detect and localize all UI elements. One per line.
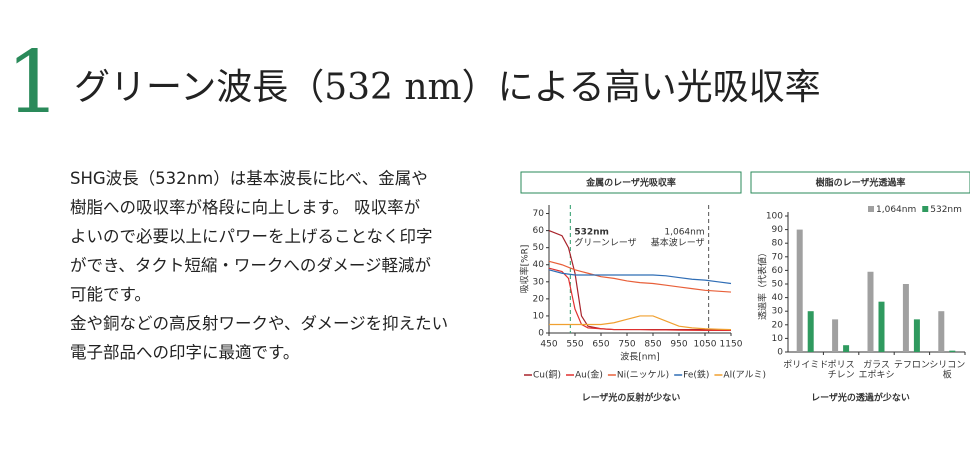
marker-label: 1,064nm	[664, 228, 704, 238]
x-tick-label: シリコン	[929, 361, 965, 371]
y-tick-label: 100	[766, 212, 783, 222]
body-line: 樹脂への吸収率が格段に向上します。 吸収率が	[70, 198, 421, 217]
legend-label: Al(アルミ)	[723, 371, 766, 381]
y-tick-label: 80	[772, 239, 784, 249]
series-line	[548, 269, 732, 285]
bar	[832, 319, 839, 352]
bar	[807, 311, 814, 352]
x-tick-label: 750	[618, 340, 635, 350]
body-line: よいので必要以上にパワーを上げることなく印字	[70, 227, 433, 246]
x-axis-label: 波長[nm]	[620, 351, 660, 363]
bar	[878, 301, 885, 352]
y-tick-label: 70	[772, 252, 784, 262]
x-tick-label: 1150	[720, 340, 743, 350]
series-line	[549, 315, 732, 331]
body-text: SHG波長（532nm）は基本波長に比べ、金属や 樹脂への吸収率が格段に向上します…	[70, 164, 448, 367]
y-tick-label: 0	[538, 329, 544, 339]
y-tick-label: 20	[533, 294, 545, 304]
x-tick-label: ポリイミド	[783, 360, 828, 371]
chart-header-box	[750, 171, 970, 194]
y-tick-label: 0	[777, 348, 783, 358]
legend-label: Cu(銅)	[533, 369, 561, 381]
legend-swatch	[868, 206, 874, 212]
x-tick-label: 1050	[694, 340, 717, 350]
chart-caption: レーザ光の透過が少ない	[811, 392, 910, 404]
body-line: 可能です。	[70, 285, 151, 304]
y-tick-label: 60	[772, 266, 784, 276]
x-tick-label: ポリス	[828, 360, 855, 371]
series-line	[548, 267, 731, 332]
x-tick-label: エポキシ	[858, 370, 894, 381]
chart-title: 樹脂のレーザ光透過率	[816, 177, 906, 189]
y-tick-label: 40	[533, 260, 545, 270]
bar	[796, 229, 803, 352]
bar	[949, 350, 956, 352]
y-tick-label: 90	[772, 225, 784, 235]
body-line: ができ、タクト短縮・ワークへのダメージ軽減が	[70, 256, 432, 275]
legend-swatch	[922, 206, 929, 212]
bar	[913, 319, 920, 352]
bar	[843, 345, 850, 352]
body-line: SHG波長（532nm）は基本波長に比べ、金属や	[70, 169, 428, 188]
body-line: 電子部品への印字に最適です。	[70, 343, 300, 362]
x-tick-label: 950	[670, 340, 687, 350]
y-tick-label: 60	[533, 226, 545, 236]
x-tick-label: 550	[566, 340, 583, 350]
marker-sublabel: グリーンレーザ	[574, 237, 636, 249]
x-tick-label: 650	[592, 340, 609, 350]
x-tick-label: ガラス	[863, 360, 890, 371]
legend-label: Fe(鉄)	[683, 369, 709, 381]
marker-sublabel: 基本波レーザ	[651, 237, 705, 249]
y-tick-label: 30	[533, 277, 545, 287]
y-tick-label: 10	[533, 311, 545, 321]
y-axis-label: 透過率（代表値）	[757, 248, 769, 320]
y-tick-label: 50	[772, 280, 784, 290]
y-tick-label: 40	[772, 293, 784, 303]
y-tick-label: 20	[772, 320, 784, 330]
marker-label: 532nm	[574, 228, 609, 238]
body-line: 金や銅などの高反射ワークや、ダメージを抑えたい	[70, 314, 449, 333]
bar	[867, 271, 874, 352]
y-tick-label: 30	[772, 307, 784, 317]
x-tick-label: 450	[540, 340, 557, 350]
section-title: グリーン波長（532 nm）による高い光吸収率	[74, 67, 821, 108]
y-tick-label: 50	[533, 243, 545, 253]
y-tick-label: 70	[533, 209, 545, 219]
chart-caption: レーザ光の反射が少ない	[582, 392, 681, 404]
x-tick-label: チレン	[828, 370, 855, 381]
legend-label: Au(金)	[575, 369, 603, 381]
x-tick-label: テフロン	[894, 360, 930, 371]
legend-label: 532nm	[930, 205, 962, 215]
chart-title: 金属のレーザ光吸収率	[585, 177, 676, 189]
legend-label: 1,064nm	[876, 205, 916, 215]
bar	[902, 284, 909, 352]
bar	[938, 311, 945, 352]
y-axis-label: 吸収率[%R]	[519, 245, 531, 294]
x-tick-label: 板	[943, 369, 952, 381]
chart-header-box	[520, 171, 742, 194]
section-number: 1	[6, 33, 61, 133]
series-line	[548, 260, 732, 293]
x-tick-label: 850	[644, 340, 661, 350]
legend-label: Ni(ニッケル)	[617, 370, 669, 381]
y-tick-label: 10	[772, 334, 784, 344]
